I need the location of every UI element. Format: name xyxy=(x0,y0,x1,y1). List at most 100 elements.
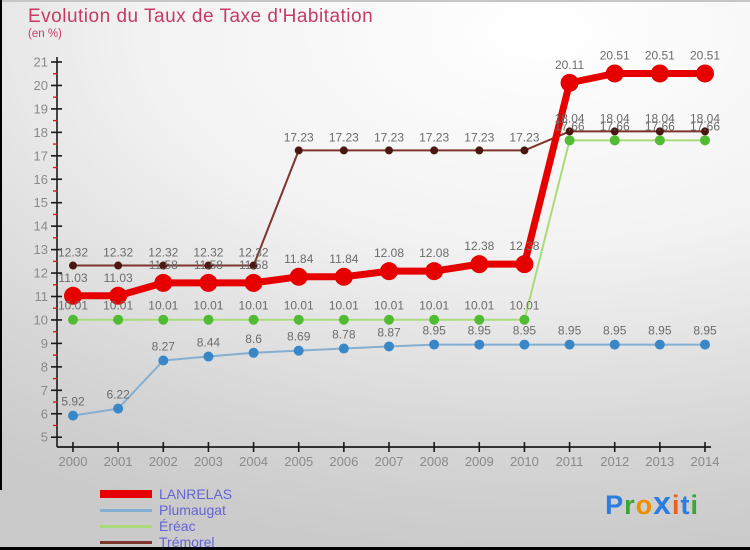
series-marker-plumaugat xyxy=(474,339,485,350)
logo-letter: x xyxy=(653,485,672,521)
legend-label: Éréac xyxy=(159,518,196,534)
data-label: 17.23 xyxy=(509,130,539,144)
legend-swatch-tremorel xyxy=(100,540,152,544)
x-tick-label: 2012 xyxy=(600,454,629,469)
legend-swatch-ereac xyxy=(100,524,152,528)
legend-item-tremorel: Trémorel xyxy=(100,534,232,550)
series-marker-plumaugat xyxy=(338,343,349,354)
series-marker-éréac xyxy=(203,314,214,325)
series-marker-éréac xyxy=(700,135,711,146)
logo-letter: t xyxy=(680,490,691,520)
data-label: 11.58 xyxy=(194,258,223,272)
legend-item-ereac: Éréac xyxy=(100,518,232,534)
series-marker-plumaugat xyxy=(68,410,78,421)
data-label: 12.38 xyxy=(464,239,494,253)
x-tick-label: 2013 xyxy=(645,454,674,469)
logo-letter: o xyxy=(635,490,654,520)
y-tick-label: 13 xyxy=(34,242,48,257)
legend-label: Plumaugat xyxy=(159,502,226,518)
y-tick-label: 15 xyxy=(34,195,48,210)
legend-label: Trémorel xyxy=(159,534,215,550)
data-label: 11.58 xyxy=(239,258,268,272)
series-marker-éréac xyxy=(429,314,440,325)
data-label: 12.32 xyxy=(58,246,88,260)
series-marker-lanrelas xyxy=(109,286,128,305)
legend-item-lanrelas: LANRELAS xyxy=(100,486,232,502)
x-tick-label: 2014 xyxy=(691,454,720,469)
data-label: 18.04 xyxy=(690,111,720,125)
data-label: 20.51 xyxy=(690,48,720,62)
data-label: 8.95 xyxy=(648,324,672,338)
y-tick-label: 9 xyxy=(41,336,48,351)
x-tick-label: 2007 xyxy=(375,454,404,469)
series-marker-plumaugat xyxy=(519,339,530,350)
legend: LANRELAS Plumaugat Éréac Trémorel xyxy=(100,486,232,550)
y-tick-label: 16 xyxy=(34,172,48,187)
data-label: 10.01 xyxy=(103,299,133,313)
data-label: 17.23 xyxy=(419,130,449,144)
data-label: 8.95 xyxy=(422,324,446,338)
series-marker-lanrelas xyxy=(470,255,489,274)
data-label: 17.23 xyxy=(374,130,404,144)
series-marker-éréac xyxy=(293,314,304,325)
series-marker-trémorel xyxy=(294,146,303,155)
series-marker-trémorel xyxy=(204,261,213,270)
series-marker-plumaugat xyxy=(293,345,304,356)
data-label: 17.66 xyxy=(600,119,630,133)
series-marker-éréac xyxy=(519,314,530,325)
data-label: 18.04 xyxy=(600,111,630,125)
data-label: 8.44 xyxy=(197,336,221,350)
series-marker-éréac xyxy=(248,314,259,325)
series-marker-éréac xyxy=(609,135,620,146)
data-label: 11.84 xyxy=(329,252,358,266)
data-label: 11.58 xyxy=(149,258,178,272)
x-tick-label: 2010 xyxy=(510,454,539,469)
y-tick-label: 11 xyxy=(35,289,49,304)
series-marker-éréac xyxy=(68,314,78,325)
data-label: 18.04 xyxy=(645,111,675,125)
series-marker-trémorel xyxy=(701,127,710,136)
series-marker-lanrelas xyxy=(560,73,579,92)
data-label: 17.23 xyxy=(329,130,359,144)
series-marker-trémorel xyxy=(114,261,123,270)
data-label: 20.51 xyxy=(600,48,630,62)
data-label: 8.78 xyxy=(332,328,356,342)
data-label: 18.04 xyxy=(555,111,585,125)
y-tick-label: 8 xyxy=(41,359,48,374)
data-label: 8.87 xyxy=(377,325,401,339)
series-marker-trémorel xyxy=(430,146,439,155)
series-marker-trémorel xyxy=(655,127,664,136)
series-marker-plumaugat xyxy=(609,339,620,350)
series-marker-éréac xyxy=(338,314,349,325)
page-subtitle: (en %) xyxy=(28,28,62,40)
proxiti-logo: Proxiti xyxy=(605,485,699,521)
data-label: 10.01 xyxy=(58,299,88,313)
series-marker-éréac xyxy=(113,314,124,325)
series-marker-plumaugat xyxy=(384,341,395,352)
series-marker-lanrelas xyxy=(244,273,263,292)
x-tick-label: 2008 xyxy=(420,454,449,469)
data-label: 12.32 xyxy=(193,246,223,260)
series-marker-lanrelas xyxy=(605,64,624,83)
series-marker-lanrelas xyxy=(199,273,218,292)
logo-letter: i xyxy=(690,490,699,520)
logo-letter: r xyxy=(624,490,636,520)
data-label: 8.95 xyxy=(558,324,582,338)
y-tick-label: 14 xyxy=(34,219,48,234)
y-tick-label: 5 xyxy=(41,430,48,445)
series-marker-éréac xyxy=(654,135,665,146)
data-label: 5.92 xyxy=(61,395,85,409)
x-tick-label: 2005 xyxy=(284,454,313,469)
data-label: 17.66 xyxy=(645,119,675,133)
legend-item-plumaugat: Plumaugat xyxy=(100,502,232,518)
series-marker-trémorel xyxy=(249,261,258,270)
x-tick-label: 2011 xyxy=(556,454,584,469)
logo-letter: i xyxy=(671,490,681,520)
data-label: 10.01 xyxy=(509,299,539,313)
data-label: 12.38 xyxy=(509,239,539,253)
data-label: 10.01 xyxy=(329,299,359,313)
series-marker-plumaugat xyxy=(654,339,665,350)
data-label: 8.95 xyxy=(468,324,492,338)
data-label: 6.22 xyxy=(106,388,130,402)
